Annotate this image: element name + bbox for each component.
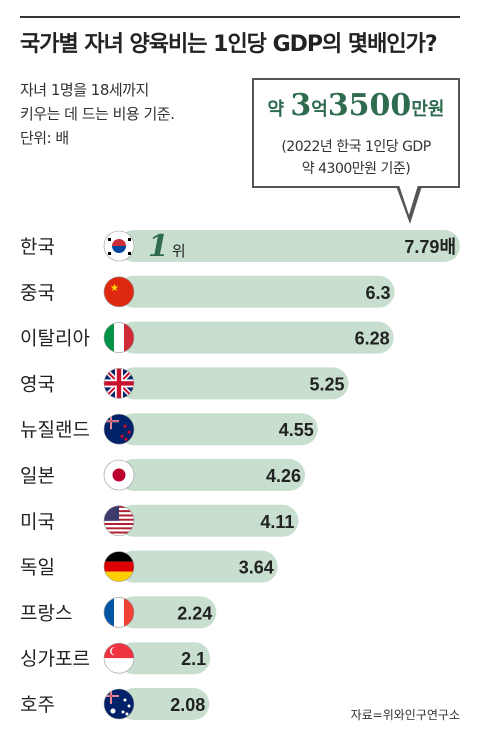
callout-box: 약 3억3500만원 (2022년 한국 1인당 GDP 약 4300만원 기준… bbox=[252, 78, 460, 188]
bar bbox=[118, 550, 278, 583]
category-label: 뉴질랜드 bbox=[20, 419, 90, 441]
value-label: 6.28 bbox=[355, 329, 390, 349]
bar bbox=[118, 367, 349, 400]
chart-title: 국가별 자녀 양육비는 1인당 GDP의 몇배인가? bbox=[20, 32, 438, 57]
category-label: 미국 bbox=[20, 511, 55, 533]
subtitle-line: 자녀 1명을 18세까지 bbox=[20, 81, 149, 99]
bar bbox=[118, 504, 299, 537]
category-label: 중국 bbox=[20, 282, 55, 304]
category-label: 프랑스 bbox=[20, 602, 72, 624]
value-label: 5.25 bbox=[309, 374, 344, 394]
germany-flag-icon bbox=[103, 551, 135, 582]
category-label: 이탈리아 bbox=[20, 328, 90, 350]
bar bbox=[118, 459, 306, 491]
category-label: 일본 bbox=[20, 465, 55, 487]
bar bbox=[118, 596, 217, 629]
value-label: 2.08 bbox=[170, 695, 205, 715]
bar bbox=[118, 688, 210, 720]
value-label: 3.64 bbox=[239, 558, 274, 578]
value-label: 4.55 bbox=[279, 420, 314, 440]
france-flag-icon bbox=[103, 597, 135, 628]
japan-flag-icon bbox=[103, 459, 135, 491]
subtitle-line: 단위: 배 bbox=[20, 129, 69, 147]
singapore-flag-icon bbox=[103, 642, 135, 674]
category-label: 호주 bbox=[20, 694, 55, 716]
category-label: 싱가포르 bbox=[20, 648, 90, 670]
bar bbox=[118, 275, 395, 308]
uk-flag-icon bbox=[103, 368, 135, 399]
category-label: 한국 bbox=[20, 236, 55, 258]
callout-amount: 약 3억3500만원 bbox=[254, 88, 458, 123]
callout-number-2: 3500 bbox=[327, 88, 412, 123]
top-rule bbox=[20, 16, 460, 18]
callout-mid: 억 bbox=[311, 99, 328, 120]
usa-flag-icon bbox=[103, 505, 135, 537]
callout-note: (2022년 한국 1인당 GDP 약 4300만원 기준) bbox=[254, 136, 458, 180]
callout-prefix: 약 bbox=[267, 99, 291, 120]
bar bbox=[118, 230, 460, 262]
category-label: 영국 bbox=[20, 373, 55, 395]
subtitle-line: 키우는 데 드는 비용 기준. bbox=[20, 105, 175, 123]
svg-text:★: ★ bbox=[110, 283, 119, 294]
bar bbox=[118, 321, 394, 354]
new-zealand-flag-icon bbox=[103, 413, 135, 445]
value-label: 6.3 bbox=[366, 283, 391, 303]
australia-flag-icon bbox=[103, 688, 135, 720]
category-label: 독일 bbox=[20, 557, 55, 579]
italy-flag-icon bbox=[103, 322, 135, 353]
callout-number-1: 3 bbox=[290, 88, 312, 123]
chart-subtitle: 자녀 1명을 18세까지 키우는 데 드는 비용 기준. 단위: 배 bbox=[20, 78, 175, 150]
south-korea-flag-icon bbox=[103, 230, 135, 262]
bar bbox=[118, 413, 318, 446]
value-label: 2.1 bbox=[181, 649, 206, 669]
value-label: 4.11 bbox=[260, 512, 294, 532]
callout-note-line: 약 4300만원 기준) bbox=[301, 161, 411, 177]
bar bbox=[118, 642, 211, 675]
callout-pointer-fill bbox=[399, 185, 418, 215]
callout-note-line: (2022년 한국 1인당 GDP bbox=[281, 139, 431, 155]
china-flag-icon: ★ bbox=[103, 276, 135, 308]
source-note: 자료=위와인구연구소 bbox=[350, 708, 460, 722]
value-label: 4.26 bbox=[266, 466, 301, 486]
value-label: 2.24 bbox=[177, 603, 212, 623]
value-label: 7.79배 bbox=[404, 237, 456, 257]
callout-suffix: 만원 bbox=[411, 99, 445, 120]
